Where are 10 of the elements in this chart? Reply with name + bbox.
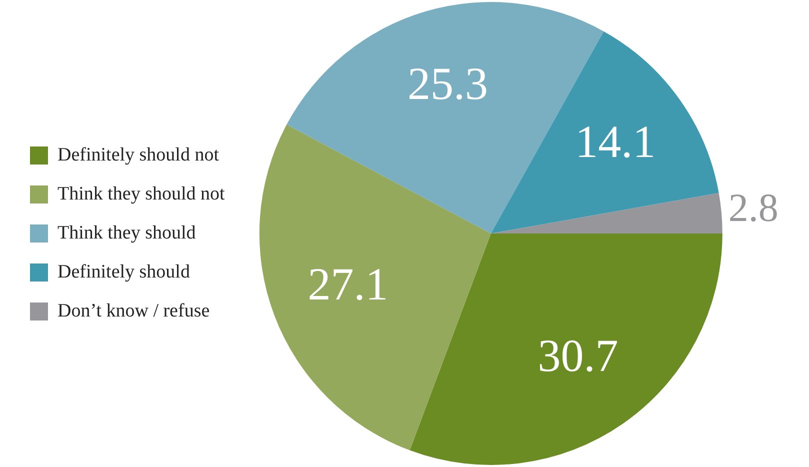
legend-label: Think they should — [58, 222, 196, 244]
data-label: 25.3 — [408, 58, 488, 109]
data-label: 14.1 — [575, 116, 656, 167]
legend-label: Think they should not — [58, 183, 226, 204]
legend-label: Don’t know / refuse — [58, 300, 210, 322]
data-label: 2.8 — [728, 184, 778, 230]
legend-label: Definitely should — [58, 261, 190, 282]
data-label: 27.1 — [308, 258, 388, 310]
legend-label: Definitely should not — [58, 144, 220, 166]
data-label: 30.7 — [538, 330, 618, 382]
